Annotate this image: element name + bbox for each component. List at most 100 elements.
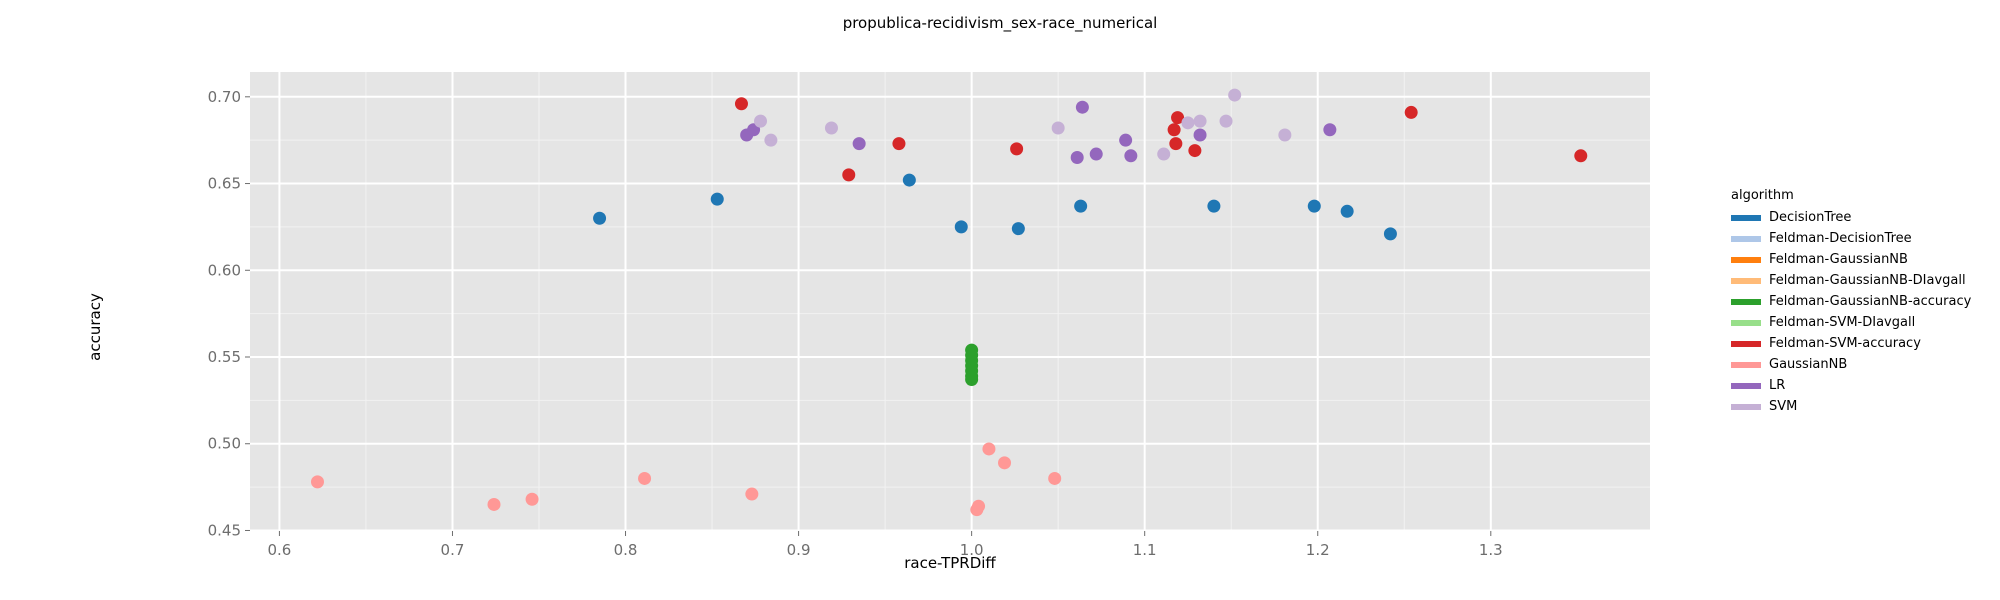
- point-lr: [1075, 100, 1089, 114]
- plot-background: [250, 72, 1650, 531]
- legend-swatch: [1731, 361, 1761, 368]
- point-feldman-svm-accuracy: [1574, 149, 1588, 163]
- y-tick-label: 0.50: [208, 435, 241, 453]
- point-gaussiannb: [310, 475, 324, 489]
- legend-item-feldman-decisiontree: Feldman-DecisionTree: [1731, 228, 1971, 249]
- x-tick-label: 0.8: [614, 541, 638, 559]
- legend-swatch: [1731, 298, 1761, 305]
- legend-label: LR: [1769, 378, 1786, 393]
- y-axis-label: accuracy: [86, 293, 104, 361]
- point-lr: [1119, 133, 1133, 147]
- y-tick-label: 0.55: [208, 348, 241, 366]
- point-svm: [754, 114, 768, 128]
- x-tick-label: 0.7: [441, 541, 465, 559]
- axis-ticks: 0.6 0.7 0.8 0.9 1.0 1.1 1.2 1.3 0.45 0.50 0.55 0.60…: [208, 88, 1503, 559]
- legend-swatch: [1731, 277, 1761, 284]
- point-lr: [852, 137, 866, 151]
- point-lr: [1323, 123, 1337, 137]
- point-decisiontree: [1383, 227, 1397, 241]
- x-tick-label: 1.0: [960, 541, 984, 559]
- legend-title: algorithm: [1731, 188, 1794, 203]
- x-tick-label: 0.9: [787, 541, 811, 559]
- legend-label: GaussianNB: [1769, 357, 1848, 372]
- point-decisiontree: [1340, 204, 1354, 218]
- x-tick-label: 1.1: [1133, 541, 1157, 559]
- point-feldman-gaussiannb-accuracy: [965, 373, 979, 387]
- point-lr: [1124, 149, 1138, 163]
- legend-items: DecisionTree Feldman-DecisionTree Feldman-…: [1731, 207, 1971, 417]
- point-gaussiannb: [972, 499, 986, 513]
- x-axis-label: race-TPRDiff: [904, 554, 996, 572]
- chart-title: propublica-recidivism_sex-race_numerical: [842, 14, 1158, 32]
- legend-item-decisiontree: DecisionTree: [1731, 207, 1971, 228]
- legend-label: SVM: [1769, 399, 1798, 414]
- legend-swatch: [1731, 340, 1761, 347]
- point-svm: [824, 121, 838, 135]
- point-gaussiannb: [638, 471, 652, 485]
- legend-label: DecisionTree: [1769, 210, 1852, 225]
- y-tick-label: 0.65: [208, 175, 241, 193]
- point-svm: [1228, 88, 1242, 102]
- x-tick-label: 1.3: [1479, 541, 1503, 559]
- point-feldman-svm-accuracy: [1167, 123, 1181, 137]
- point-decisiontree: [1307, 199, 1321, 213]
- point-feldman-svm-accuracy: [842, 168, 856, 182]
- point-svm: [1051, 121, 1065, 135]
- point-decisiontree: [1074, 199, 1088, 213]
- legend-swatch: [1731, 214, 1761, 221]
- point-decisiontree: [902, 173, 916, 187]
- point-gaussiannb: [745, 487, 759, 501]
- point-gaussiannb: [1048, 471, 1062, 485]
- point-decisiontree: [1011, 222, 1025, 236]
- point-gaussiannb: [487, 497, 501, 511]
- point-feldman-svm-accuracy: [1169, 137, 1183, 151]
- legend-label: Feldman-GaussianNB-DIavgall: [1769, 273, 1966, 288]
- x-tick-label: 0.6: [267, 541, 291, 559]
- legend-label: Feldman-SVM-accuracy: [1769, 336, 1921, 351]
- legend-item-feldman-gaussiannb-accuracy: Feldman-GaussianNB-accuracy: [1731, 291, 1971, 312]
- point-feldman-svm-accuracy: [892, 137, 906, 151]
- point-gaussiannb: [525, 492, 539, 506]
- point-feldman-svm-accuracy: [1010, 142, 1024, 156]
- point-gaussiannb: [998, 456, 1012, 470]
- legend-item-svm: SVM: [1731, 396, 1971, 417]
- legend-item-feldman-svm-diavgall: Feldman-SVM-DIavgall: [1731, 312, 1971, 333]
- point-feldman-svm-accuracy: [734, 97, 748, 111]
- point-lr: [1070, 151, 1084, 165]
- point-lr: [1089, 147, 1103, 161]
- point-gaussiannb: [982, 442, 996, 456]
- legend-label: Feldman-GaussianNB: [1769, 252, 1908, 267]
- point-decisiontree: [1207, 199, 1221, 213]
- grid-lines: [250, 72, 1650, 532]
- legend-label: Feldman-DecisionTree: [1769, 231, 1912, 246]
- legend-item-gaussiannb: GaussianNB: [1731, 354, 1971, 375]
- point-feldman-svm-accuracy: [1171, 111, 1185, 125]
- legend-item-feldman-svm-accuracy: Feldman-SVM-accuracy: [1731, 333, 1971, 354]
- point-feldman-svm-accuracy: [1188, 144, 1202, 158]
- legend-swatch: [1731, 403, 1761, 410]
- legend-swatch: [1731, 235, 1761, 242]
- legend-item-feldman-gaussiannb-diavgall: Feldman-GaussianNB-DIavgall: [1731, 270, 1971, 291]
- point-svm: [764, 133, 778, 147]
- y-tick-label: 0.60: [208, 261, 241, 279]
- point-svm: [1157, 147, 1171, 161]
- point-lr: [747, 123, 761, 137]
- point-lr: [1193, 128, 1207, 142]
- legend-label: Feldman-SVM-DIavgall: [1769, 315, 1916, 330]
- legend-swatch: [1731, 382, 1761, 389]
- point-decisiontree: [593, 211, 607, 225]
- x-tick-label: 1.2: [1306, 541, 1330, 559]
- point-decisiontree: [710, 192, 724, 206]
- legend-swatch: [1731, 319, 1761, 326]
- data-points: [310, 88, 1588, 517]
- point-svm: [1219, 114, 1233, 128]
- y-tick-label: 0.45: [208, 521, 241, 539]
- point-svm: [1181, 116, 1195, 130]
- y-tick-label: 0.70: [208, 88, 241, 106]
- legend-swatch: [1731, 256, 1761, 263]
- point-feldman-svm-accuracy: [1404, 105, 1418, 119]
- legend-label: Feldman-GaussianNB-accuracy: [1769, 294, 1972, 309]
- point-decisiontree: [954, 220, 968, 234]
- point-svm: [1193, 114, 1207, 128]
